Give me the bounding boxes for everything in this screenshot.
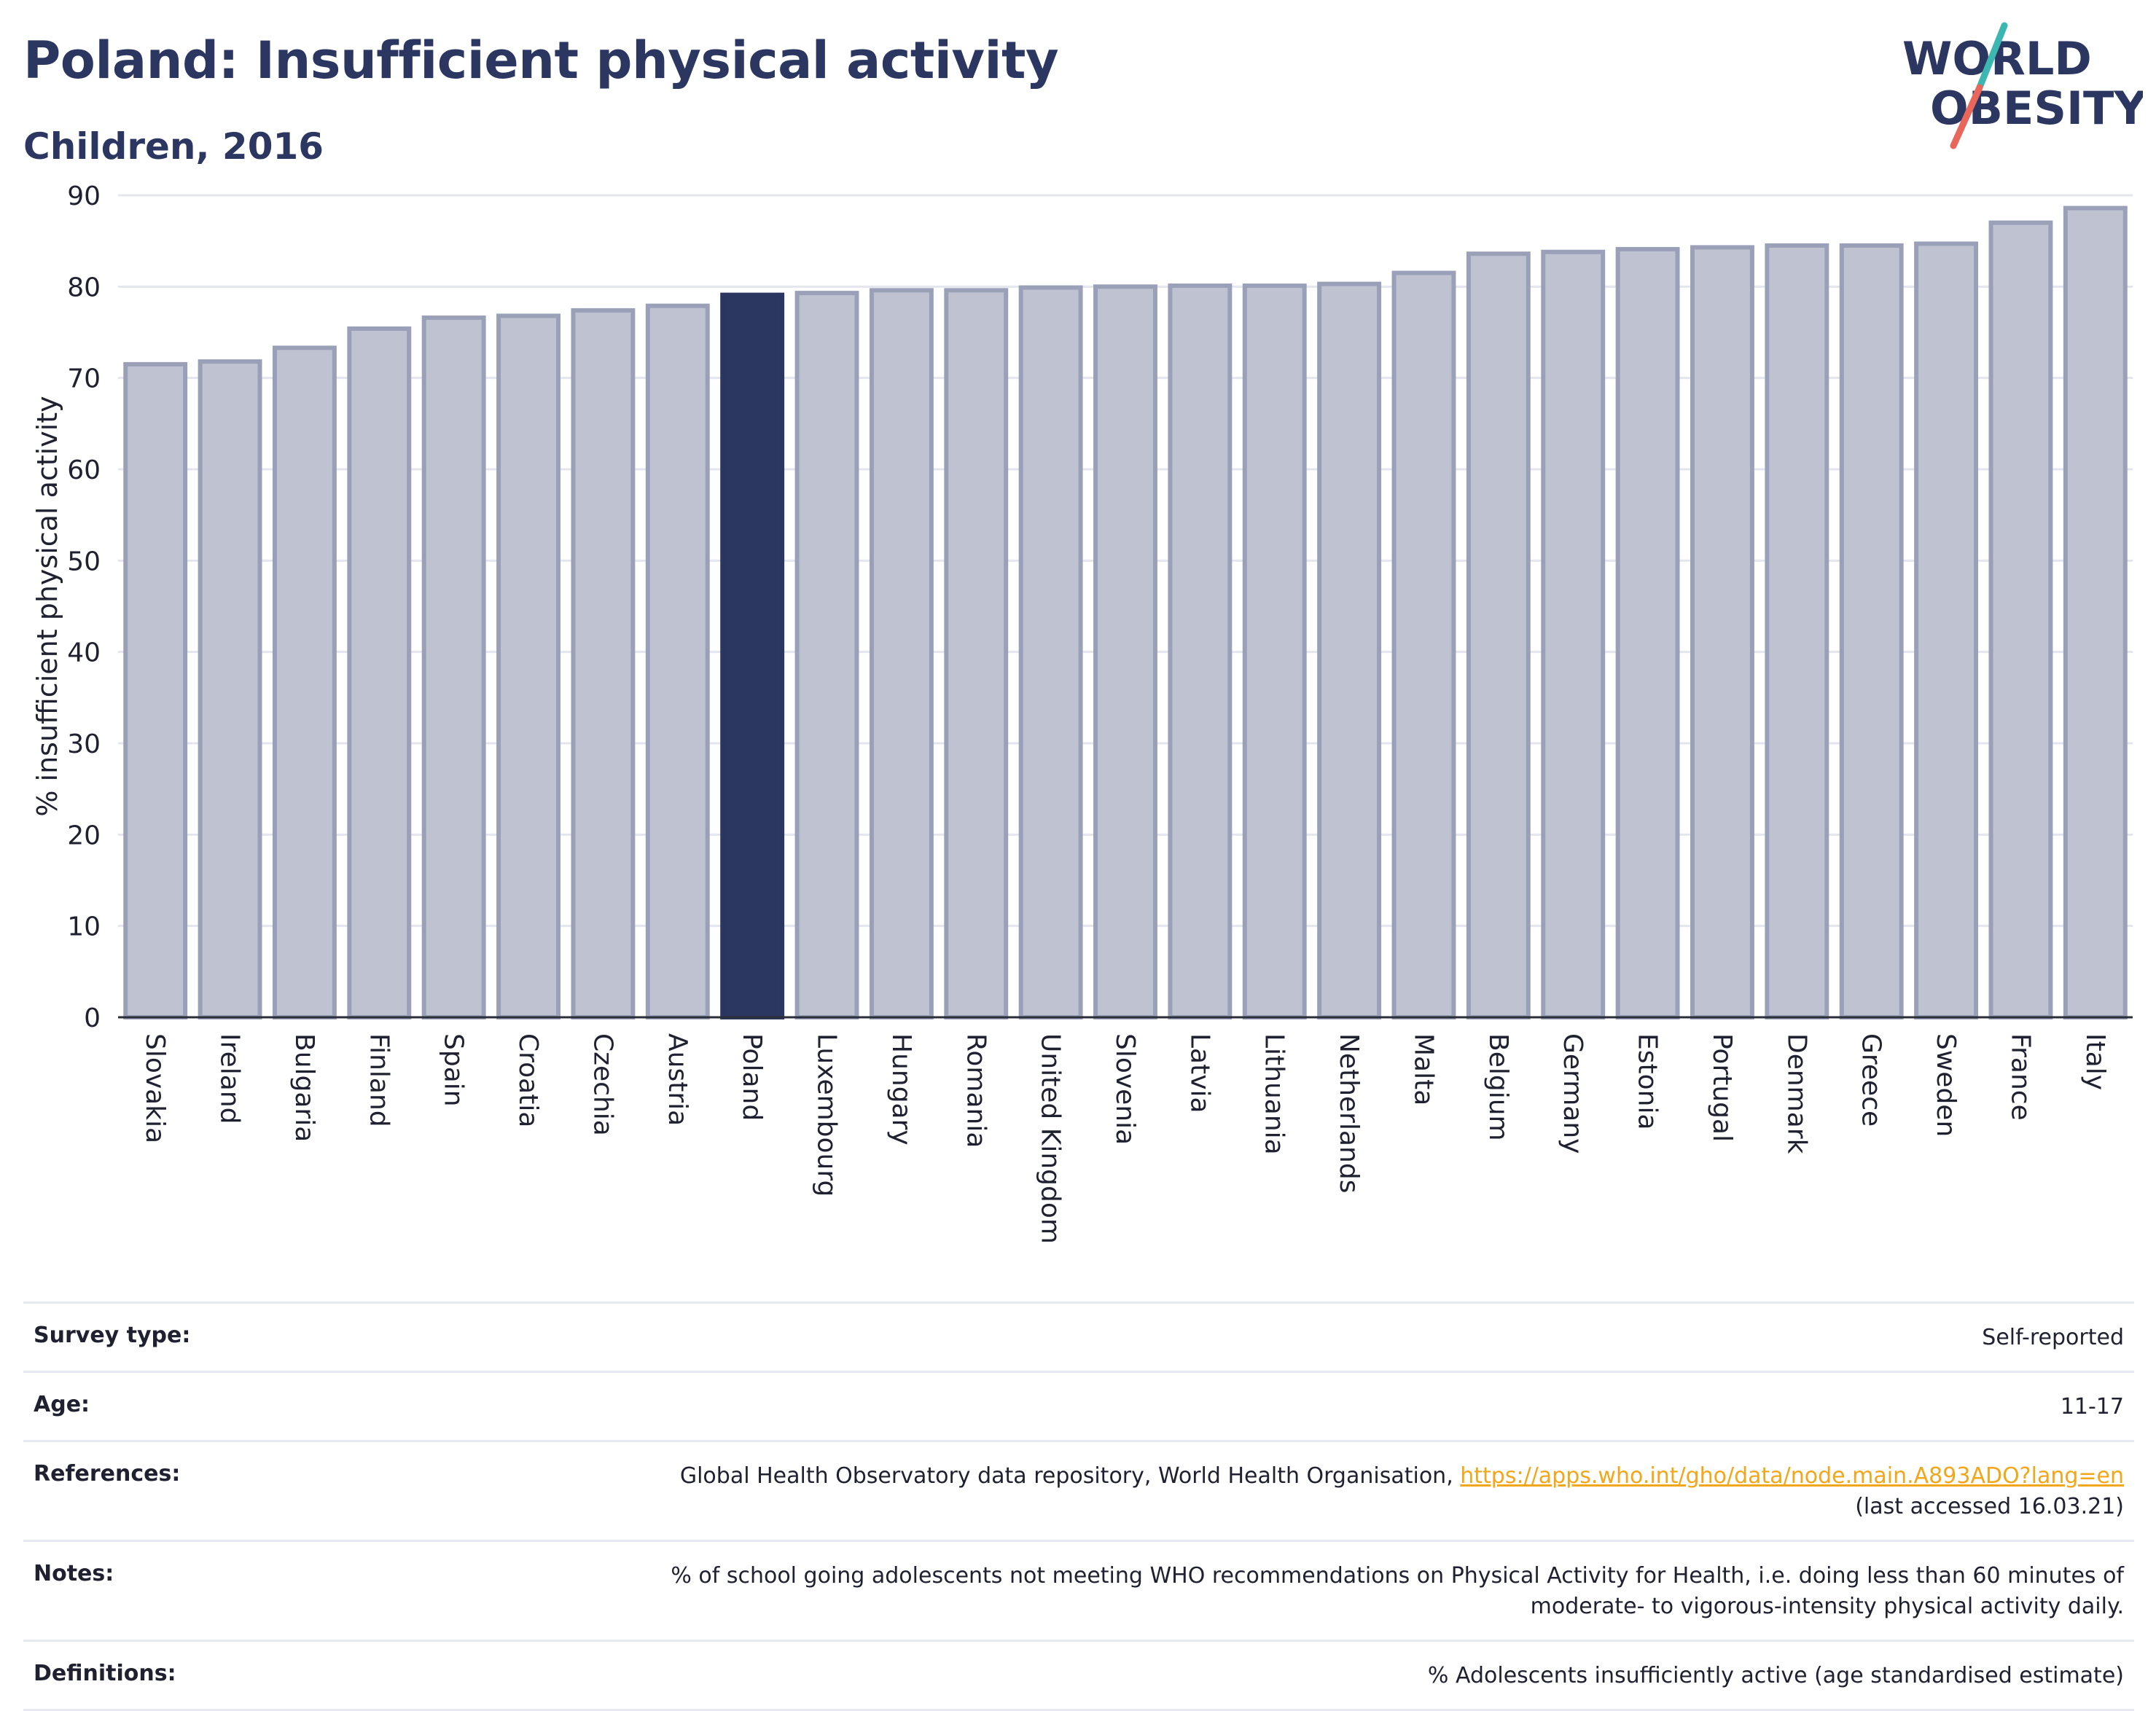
x-tick-label: Luxembourg: [812, 1033, 842, 1197]
logo-slash-coral: [1950, 84, 1983, 149]
references-label: References:: [34, 1461, 181, 1487]
references-value: Global Health Observatory data repositor…: [680, 1461, 2124, 1522]
bar-greece: [1839, 243, 1904, 1019]
bar-luxembourg: [794, 291, 859, 1019]
y-axis-ticks: 0 10 20 30 40 50 60 70 80 90: [67, 181, 101, 1033]
references-link[interactable]: https://apps.who.int/gho/data/node.main.…: [1460, 1463, 2124, 1489]
y-axis-label: % insufficient physical activity: [31, 396, 63, 816]
bar-spain: [421, 315, 486, 1019]
bar-austria: [645, 303, 710, 1019]
x-tick-label: Sweden: [1931, 1033, 1961, 1137]
y-tick-label: 20: [67, 821, 101, 850]
y-tick-label: 0: [84, 1003, 101, 1033]
x-tick-label: Slovakia: [140, 1033, 170, 1143]
x-tick-label: Slovenia: [1110, 1033, 1140, 1145]
x-tick-label: Germany: [1558, 1033, 1587, 1154]
meta-row-definitions: Definitions: % Adolescents insufficientl…: [23, 1640, 2134, 1711]
bar-finland: [347, 326, 412, 1019]
notes-label: Notes:: [34, 1561, 114, 1586]
bar-romania: [944, 288, 1009, 1019]
logo-slash-teal: [1976, 22, 2008, 91]
references-accessed: (last accessed 16.03.21): [1855, 1494, 2124, 1519]
y-tick-label: 10: [67, 912, 101, 942]
x-tick-label: Latvia: [1184, 1033, 1214, 1113]
age-value: 11-17: [2060, 1394, 2124, 1420]
y-tick-label: 80: [67, 273, 101, 302]
x-tick-label: United Kingdom: [1036, 1033, 1066, 1244]
y-tick-label: 40: [67, 638, 101, 668]
definitions-label: Definitions:: [34, 1661, 176, 1686]
x-tick-label: Portugal: [1707, 1033, 1737, 1142]
x-tick-label: Czechia: [587, 1033, 617, 1136]
bar-italy: [2063, 205, 2128, 1020]
bar-estonia: [1615, 246, 1680, 1019]
x-tick-label: France: [2005, 1033, 2035, 1121]
bar-portugal: [1690, 245, 1754, 1020]
x-tick-label: Croatia: [513, 1033, 543, 1127]
y-tick-label: 30: [67, 729, 101, 759]
bar-sweden: [1914, 241, 1979, 1020]
notes-line2: moderate- to vigorous-intensity physical…: [1530, 1594, 2124, 1619]
bar-latvia: [1168, 283, 1233, 1019]
bars: [123, 205, 2128, 1020]
x-tick-label: Italy: [2080, 1033, 2110, 1090]
x-tick-label: Malta: [1408, 1033, 1438, 1105]
chart-subtitle: Children, 2016: [23, 125, 324, 168]
x-axis-ticks: Slovakia Ireland Bulgaria Finland Spain Croat…: [140, 1033, 2110, 1244]
x-tick-label: Denmark: [1781, 1033, 1811, 1154]
bar-belgium: [1466, 251, 1531, 1019]
chart-title: Poland: Insufficient physical activity: [23, 31, 1059, 90]
bar-germany: [1541, 249, 1606, 1019]
bar-ireland: [198, 359, 262, 1019]
bar-croatia: [496, 313, 561, 1019]
world-obesity-logo: WORLD OBESITY: [1902, 22, 2143, 149]
definitions-value: % Adolescents insufficiently active (age…: [1427, 1663, 2124, 1688]
meta-row-references: References: Global Health Observatory da…: [23, 1440, 2134, 1540]
x-tick-label: Austria: [663, 1033, 692, 1126]
age-label: Age:: [34, 1392, 90, 1417]
y-tick-label: 50: [67, 547, 101, 576]
references-text: Global Health Observatory data repositor…: [679, 1463, 1461, 1489]
x-tick-label: Ireland: [215, 1033, 245, 1124]
x-tick-label: Poland: [737, 1033, 767, 1121]
x-tick-label: Hungary: [886, 1033, 916, 1146]
y-tick-label: 60: [67, 455, 101, 485]
meta-row-survey-type: Survey type: Self-reported: [23, 1301, 2134, 1371]
x-tick-label: Spain: [439, 1033, 469, 1107]
bar-netherlands: [1317, 281, 1382, 1020]
bar-bulgaria: [272, 345, 337, 1020]
bar-slovakia: [123, 361, 188, 1020]
bar-denmark: [1765, 243, 1829, 1019]
x-tick-label: Belgium: [1483, 1033, 1513, 1141]
bar-united-kingdom: [1018, 285, 1083, 1019]
notes-line1: % of school going adolescents not meetin…: [671, 1563, 2124, 1589]
x-tick-label: Finland: [364, 1033, 394, 1127]
bar-poland: [720, 292, 785, 1019]
bar-malta: [1391, 270, 1456, 1019]
x-tick-label: Netherlands: [1334, 1033, 1364, 1193]
meta-row-age: Age: 11-17: [23, 1371, 2134, 1440]
notes-value: % of school going adolescents not meetin…: [671, 1561, 2124, 1622]
survey-type-label: Survey type:: [34, 1323, 191, 1348]
x-tick-label: Romania: [961, 1033, 991, 1148]
y-tick-label: 90: [67, 181, 101, 211]
bar-chart: 0 10 20 30 40 50 60 70 80 90 Slovakia Ireland Bulga…: [31, 181, 2133, 1244]
bar-france: [1988, 220, 2053, 1020]
x-tick-label: Greece: [1856, 1033, 1886, 1127]
x-tick-label: Bulgaria: [289, 1033, 319, 1142]
meta-row-notes: Notes: % of school going adolescents not…: [23, 1540, 2134, 1640]
bar-slovenia: [1093, 284, 1157, 1020]
survey-type-value: Self-reported: [1982, 1325, 2124, 1350]
y-tick-label: 70: [67, 364, 101, 394]
x-tick-label: Lithuania: [1259, 1033, 1289, 1155]
bar-czechia: [571, 308, 636, 1020]
bar-hungary: [869, 288, 934, 1019]
metadata-table: Survey type: Self-reported Age: 11-17 Re…: [23, 1301, 2134, 1711]
x-tick-label: Estonia: [1633, 1033, 1663, 1130]
bar-lithuania: [1242, 283, 1307, 1019]
